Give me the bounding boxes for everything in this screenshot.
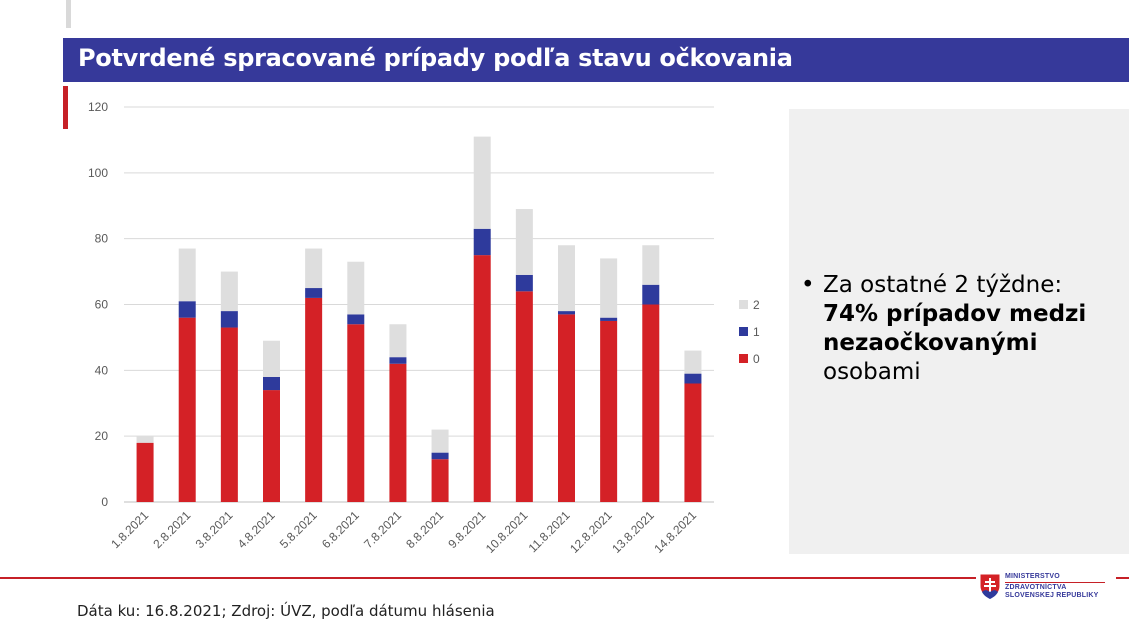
x-tick-label: 14.8.2021 — [651, 508, 699, 556]
bar-segment-series-1 — [642, 284, 660, 305]
logo-line-1: MINISTERSTVO — [1005, 573, 1060, 580]
source-note: Dáta ku: 16.8.2021; Zdroj: ÚVZ, podľa dá… — [77, 602, 495, 620]
x-tick-label: 3.8.2021 — [193, 508, 236, 551]
bar-segment-series-2 — [136, 436, 154, 443]
y-tick-label: 120 — [88, 100, 108, 114]
bar-segment-series-0 — [558, 314, 575, 502]
legend-label-2: 2 — [753, 298, 760, 312]
bar-segment-series-2 — [389, 324, 407, 358]
bar-segment-series-1 — [389, 357, 407, 364]
bar-segment-series-1 — [220, 311, 238, 328]
x-tick-label: 5.8.2021 — [277, 508, 320, 551]
legend-swatch-0 — [739, 354, 748, 363]
title-bar: Potvrdené spracované prípady podľa stavu… — [63, 38, 1129, 82]
bar-segment-series-0 — [263, 390, 280, 502]
bar-segment-series-0 — [515, 291, 533, 502]
bar-segment-series-0 — [431, 459, 449, 502]
x-tick-label: 6.8.2021 — [319, 508, 362, 551]
footer-divider — [0, 577, 1129, 579]
top-divider — [66, 0, 71, 28]
ministry-logo: MINISTERSTVO ZDRAVOTNÍCTVA SLOVENSKEJ RE… — [976, 569, 1116, 605]
y-tick-label: 100 — [88, 166, 108, 180]
bar-segment-series-2 — [431, 429, 449, 453]
x-tick-label: 11.8.2021 — [526, 508, 573, 555]
side-panel: • Za ostatné 2 týždne: 74% prípadov medz… — [789, 109, 1129, 554]
x-tick-label: 10.8.2021 — [483, 508, 531, 556]
bar-segment-series-0 — [389, 363, 407, 502]
bar-segment-series-2 — [305, 248, 323, 289]
y-tick-label: 60 — [95, 298, 109, 312]
logo-text: MINISTERSTVO ZDRAVOTNÍCTVA SLOVENSKEJ RE… — [1005, 573, 1098, 600]
x-tick-label: 12.8.2021 — [567, 508, 615, 556]
logo-underline — [1005, 582, 1105, 583]
bar-segment-series-2 — [684, 350, 702, 374]
bar-segment-series-1 — [431, 452, 449, 460]
bar-segment-series-1 — [473, 228, 491, 256]
finding-line-3: osobami — [823, 359, 921, 385]
x-tick-label: 7.8.2021 — [361, 508, 404, 551]
bar-segment-series-1 — [684, 373, 702, 384]
bullet-icon: • — [801, 272, 815, 298]
legend-label-1: 1 — [753, 325, 760, 339]
x-tick-label: 4.8.2021 — [235, 508, 278, 551]
bar-segment-series-2 — [263, 340, 280, 377]
bar-segment-series-0 — [305, 297, 323, 502]
bar-segment-series-1 — [305, 288, 323, 298]
coat-of-arms-icon — [979, 573, 1001, 600]
bar-segment-series-0 — [684, 383, 702, 502]
key-finding: • Za ostatné 2 týždne: 74% prípadov medz… — [801, 271, 1121, 387]
bar-segment-series-2 — [515, 209, 533, 275]
logo-line-3: SLOVENSKEJ REPUBLIKY — [1005, 592, 1099, 599]
bar-segment-series-2 — [347, 261, 365, 315]
x-tick-label: 13.8.2021 — [609, 508, 657, 556]
legend-swatch-2 — [739, 300, 748, 309]
logo-line-2: ZDRAVOTNÍCTVA — [1005, 584, 1067, 591]
bar-segment-series-0 — [136, 442, 154, 502]
x-tick-label: 8.8.2021 — [403, 508, 446, 551]
bar-segment-series-2 — [600, 258, 618, 318]
y-tick-label: 0 — [101, 495, 108, 509]
bar-segment-series-0 — [642, 304, 660, 502]
bar-segment-series-2 — [178, 248, 196, 302]
bar-segment-series-2 — [220, 271, 238, 312]
bar-segment-series-1 — [347, 314, 365, 325]
x-tick-label: 9.8.2021 — [445, 508, 488, 551]
x-tick-label: 2.8.2021 — [150, 508, 193, 551]
bar-segment-series-0 — [600, 320, 618, 502]
bar-segment-series-0 — [178, 317, 196, 502]
bar-segment-series-1 — [178, 301, 196, 318]
bar-segment-series-2 — [558, 245, 575, 312]
legend-label-0: 0 — [753, 352, 760, 366]
finding-line-1: Za ostatné 2 týždne: — [823, 272, 1063, 298]
bar-segment-series-1 — [515, 274, 533, 292]
x-tick-label: 1.8.2021 — [108, 508, 151, 551]
y-tick-label: 20 — [95, 429, 109, 443]
bar-segment-series-2 — [473, 136, 491, 229]
page-title: Potvrdené spracované prípady podľa stavu… — [78, 44, 793, 72]
bar-segment-series-1 — [600, 317, 618, 321]
y-tick-label: 80 — [95, 232, 109, 246]
bar-segment-series-0 — [347, 324, 365, 502]
legend-swatch-1 — [739, 327, 748, 336]
y-tick-label: 40 — [95, 363, 109, 377]
finding-strong: 74% prípadov medzi nezaočkovanými — [823, 301, 1087, 356]
bar-segment-series-2 — [642, 245, 660, 285]
bar-segment-series-1 — [263, 376, 280, 391]
bar-segment-series-0 — [473, 255, 491, 502]
bar-segment-series-1 — [558, 311, 575, 315]
red-accent-bar — [63, 86, 68, 129]
bar-segment-series-0 — [220, 327, 238, 502]
